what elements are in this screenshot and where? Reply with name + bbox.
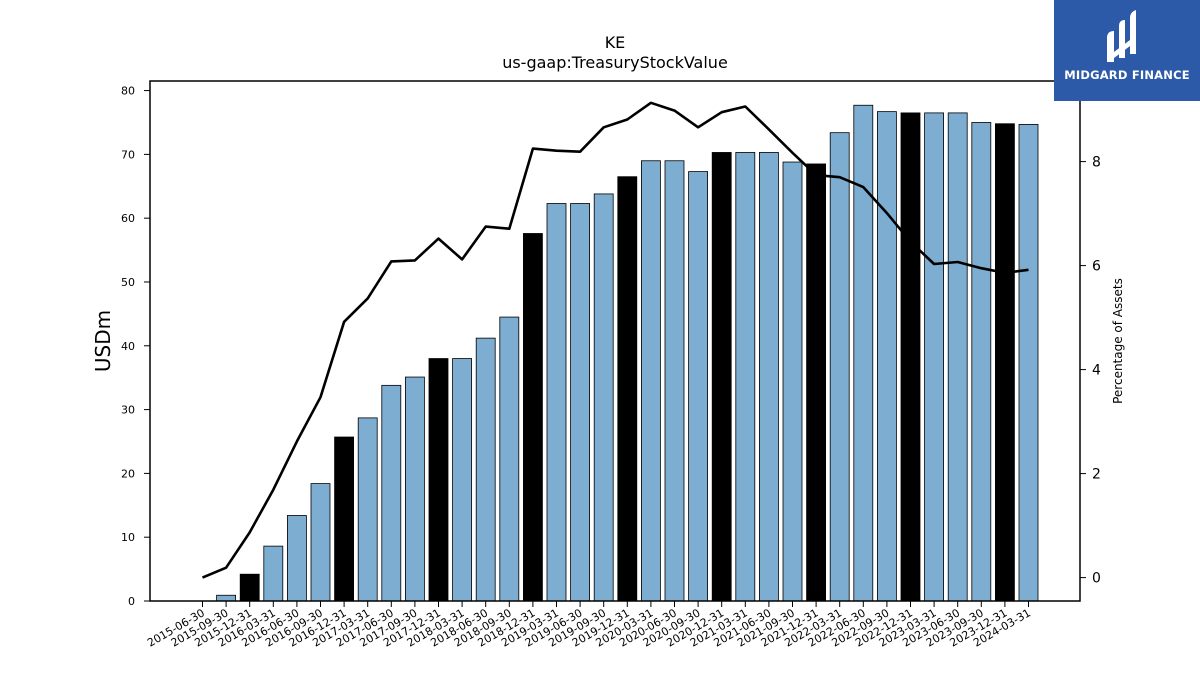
bar-2017-09-30 (404, 376, 425, 602)
bar-2021-12-31 (806, 163, 826, 602)
bar-2020-03-31 (641, 160, 661, 602)
bar-2019-06-30 (570, 203, 590, 602)
bar-2023-03-31 (924, 112, 944, 602)
bar-2017-03-31 (357, 417, 378, 602)
bar-2017-06-30 (381, 384, 402, 602)
bar-2016-09-30 (310, 483, 331, 602)
bar-2020-06-30 (664, 160, 685, 602)
bar-2022-12-31 (900, 112, 921, 602)
y-tick-label: 0 (128, 595, 135, 608)
bar-2020-12-31 (711, 152, 732, 602)
bar-2015-09-30 (216, 594, 237, 602)
bar-2018-03-31 (452, 358, 473, 602)
bar-2016-12-31 (334, 436, 355, 602)
bar-2022-09-30 (877, 111, 897, 602)
plot-frame (149, 80, 1081, 602)
y-tick-label: 10 (121, 531, 135, 544)
y-tick-label: 30 (121, 404, 135, 417)
bar-2023-06-30 (947, 112, 968, 602)
y-tick-label: 40 (121, 340, 135, 353)
y2-tick-label: 0 (1092, 571, 1101, 587)
chart-title: KE (605, 33, 626, 52)
midgard-logo: MIDGARD FINANCE (1054, 0, 1200, 101)
y-axis-label: USDm (91, 310, 115, 372)
midgard-logo-icon (1107, 10, 1136, 62)
bar-2018-12-31 (523, 233, 543, 602)
y2-axis-label: Percentage of Assets (1111, 278, 1125, 404)
bar-2021-06-30 (759, 152, 779, 602)
y-tick-label: 20 (121, 467, 135, 480)
x-axis-ticks: 2015-06-302015-09-302015-12-312016-03-31… (145, 601, 1033, 650)
percentage-of-assets-line (201, 101, 1029, 579)
chart-subtitle: us-gaap:TreasuryStockValue (502, 53, 728, 72)
right-axis-ticks: 0 2 4 6 8 (1080, 155, 1101, 587)
y2-tick-label: 2 (1092, 467, 1101, 483)
bar-2019-12-31 (617, 176, 638, 602)
bar-2022-03-31 (829, 132, 850, 602)
bar-2024-03-31 (1018, 123, 1039, 602)
bar-2017-12-31 (428, 358, 449, 602)
bar-2023-12-31 (995, 123, 1015, 602)
bar-2020-09-30 (688, 171, 708, 602)
bar-2015-12-31 (239, 573, 260, 602)
bars-layer (216, 104, 1039, 602)
y2-tick-label: 4 (1092, 363, 1101, 379)
bar-2019-09-30 (593, 193, 614, 602)
bar-2018-09-30 (499, 316, 520, 602)
y-tick-label: 80 (121, 85, 135, 98)
bar-2021-09-30 (782, 161, 803, 602)
bar-2019-03-31 (546, 203, 567, 602)
left-axis-ticks: 0 10 20 30 40 50 60 70 80 (121, 85, 150, 608)
bar-2022-06-30 (853, 104, 874, 602)
y-tick-label: 70 (121, 148, 135, 161)
logo-text: MIDGARD FINANCE (1064, 68, 1190, 82)
line-layer (201, 101, 1029, 579)
y-tick-label: 60 (121, 212, 135, 225)
bar-2023-09-30 (971, 122, 992, 602)
y2-tick-label: 6 (1092, 259, 1101, 275)
bar-2016-06-30 (286, 515, 307, 602)
bar-2021-03-31 (735, 152, 756, 602)
bar-2018-06-30 (475, 337, 496, 602)
y-tick-label: 50 (121, 276, 135, 289)
y2-tick-label: 8 (1092, 155, 1101, 171)
bar-2016-03-31 (263, 545, 284, 602)
